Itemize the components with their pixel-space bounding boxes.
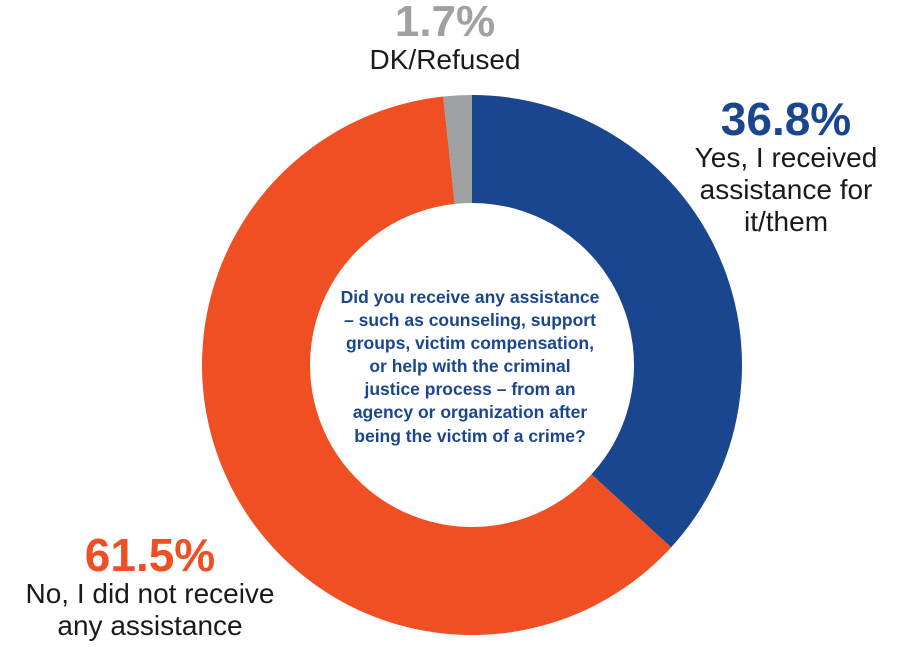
yes-description: Yes, I received assistance for it/them (694, 142, 878, 238)
donut-slice-dk (443, 95, 472, 204)
donut-slice-yes (472, 95, 743, 548)
yes-label: 36.8% Yes, I received assistance for it/… (676, 96, 896, 239)
donut-slice-no (201, 96, 672, 636)
dk-refused-description: DK/Refused (369, 44, 521, 75)
no-label: 61.5% No, I did not receive any assistan… (0, 532, 300, 642)
dk-refused-label: 1.7% DK/Refused (330, 0, 560, 76)
dk-refused-percent: 1.7% (394, 0, 496, 46)
no-description: No, I did not receive any assistance (25, 578, 275, 642)
yes-percent: 36.8% (720, 93, 852, 145)
survey-question: Did you receive any assistance – such as… (340, 287, 600, 446)
no-percent: 61.5% (84, 529, 216, 581)
